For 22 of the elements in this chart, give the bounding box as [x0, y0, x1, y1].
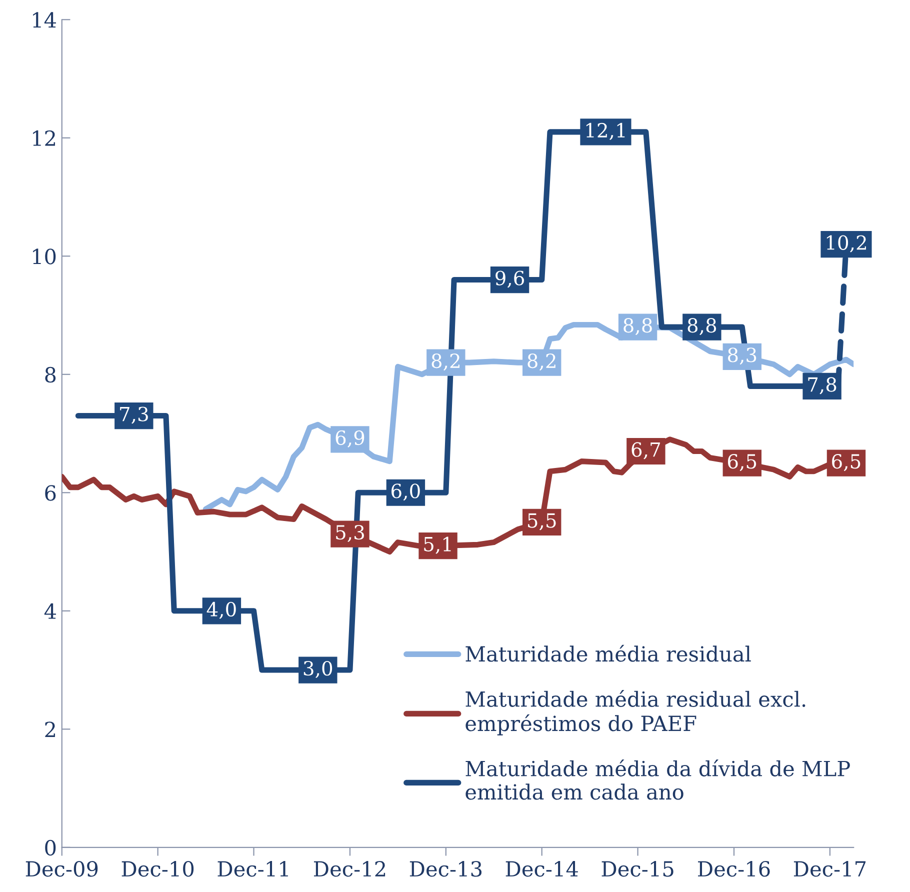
- x-tick-label: Dec-10: [122, 860, 194, 877]
- data-label: 12,1: [586, 122, 625, 140]
- legend-label: Maturidade média residual excl. empréstimos do PAEF: [466, 690, 806, 736]
- x-tick-label: Dec-11: [218, 860, 288, 877]
- y-tick-label: 14: [33, 12, 56, 28]
- x-tick-label: Dec-16: [698, 860, 770, 877]
- x-tick-label: Dec-17: [794, 860, 866, 877]
- x-tick-label: Dec-15: [602, 860, 674, 877]
- y-tick-label: 12: [33, 130, 55, 146]
- y-tick-label: 8: [45, 366, 56, 383]
- legend-label: Maturidade média da dívida de MLP emitida em cada ano: [466, 759, 850, 800]
- y-tick-label: 6: [45, 485, 56, 501]
- legend-label: Maturidade média residual: [466, 644, 751, 662]
- y-tick-label: 2: [45, 722, 55, 738]
- x-tick-label: Dec-12: [314, 860, 386, 877]
- x-tick-label: Dec-13: [410, 860, 482, 877]
- y-tick-label: 0: [45, 840, 56, 856]
- x-tick-label: Dec-14: [506, 860, 578, 877]
- data-label: 10,2: [826, 235, 866, 252]
- y-tick-label: 10: [33, 248, 56, 264]
- y-tick-label: 4: [44, 603, 56, 619]
- x-tick-label: Dec-09: [26, 860, 98, 877]
